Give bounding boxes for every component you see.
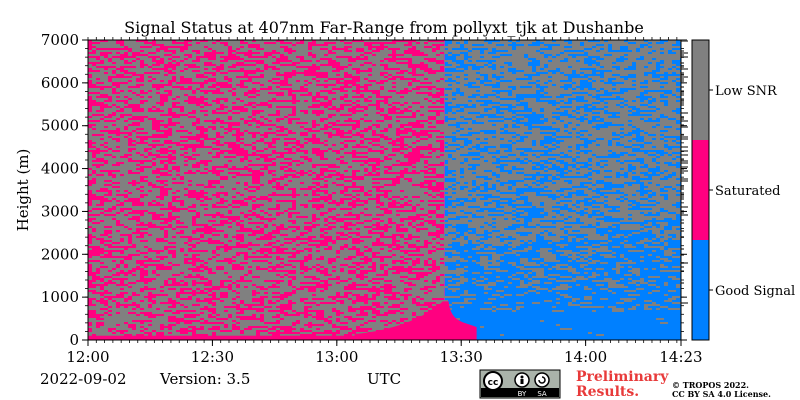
version-label: Version: 3.5 bbox=[159, 370, 250, 388]
x-tick-label: 13:30 bbox=[440, 348, 483, 366]
plot-area bbox=[88, 40, 688, 340]
colorbar-label: Low SNR bbox=[715, 84, 778, 99]
colorbar-label: Good Signal bbox=[715, 284, 795, 299]
colorbar-frame bbox=[691, 39, 710, 341]
x-tick-label: 13:00 bbox=[315, 348, 358, 366]
svg-text:cc: cc bbox=[488, 378, 499, 388]
cc-icon bbox=[483, 371, 503, 391]
cc-license-badge[interactable]: cc BY SA bbox=[479, 369, 561, 399]
x-axis: 12:00 12:30 13:00 13:30 14:00 14:23 bbox=[66, 37, 703, 366]
by-badge-label: BY bbox=[518, 390, 527, 398]
y-tick-label: 5000 bbox=[41, 117, 79, 135]
colorbar: Good Signal Saturated Low SNR bbox=[691, 39, 795, 341]
copyright-line1: © TROPOS 2022. bbox=[672, 380, 749, 390]
saturated-ground-strip bbox=[88, 335, 445, 340]
copyright-line2: CC BY SA 4.0 License. bbox=[672, 389, 771, 399]
x-axis-label: UTC bbox=[367, 370, 401, 388]
y-tick-label: 2000 bbox=[41, 245, 79, 263]
y-tick-label: 4000 bbox=[41, 160, 79, 178]
preliminary-note-line1: Preliminary bbox=[576, 369, 669, 385]
sa-icon bbox=[534, 372, 550, 388]
x-tick-label: 14:23 bbox=[659, 348, 702, 366]
x-tick-label: 14:00 bbox=[564, 348, 607, 366]
x-tick-label: 12:30 bbox=[191, 348, 234, 366]
y-tick-label: 3000 bbox=[41, 202, 79, 220]
y-tick-label: 6000 bbox=[41, 74, 79, 92]
y-tick-label: 7000 bbox=[41, 31, 79, 49]
y-axis-label: Height (m) bbox=[14, 149, 32, 232]
y-axis: 0 1000 2000 3000 4000 5000 6000 7000 bbox=[41, 31, 687, 349]
y-tick-label: 1000 bbox=[41, 288, 79, 306]
preliminary-note-line2: Results. bbox=[576, 384, 639, 400]
sa-badge-label: SA bbox=[537, 390, 547, 398]
saturated-low-layer bbox=[354, 301, 477, 340]
low-snr-noise bbox=[88, 40, 688, 340]
colorbar-label: Saturated bbox=[715, 184, 780, 199]
date-label: 2022-09-02 bbox=[40, 370, 126, 388]
y-tick-label: 0 bbox=[69, 331, 79, 349]
colorbar-segment bbox=[692, 140, 709, 240]
chart-title: Signal Status at 407nm Far-Range from po… bbox=[124, 18, 644, 37]
x-tick-label: 12:00 bbox=[66, 348, 109, 366]
plot-frame bbox=[87, 39, 682, 341]
colorbar-segment bbox=[692, 240, 709, 340]
colorbar-segment bbox=[692, 40, 709, 140]
